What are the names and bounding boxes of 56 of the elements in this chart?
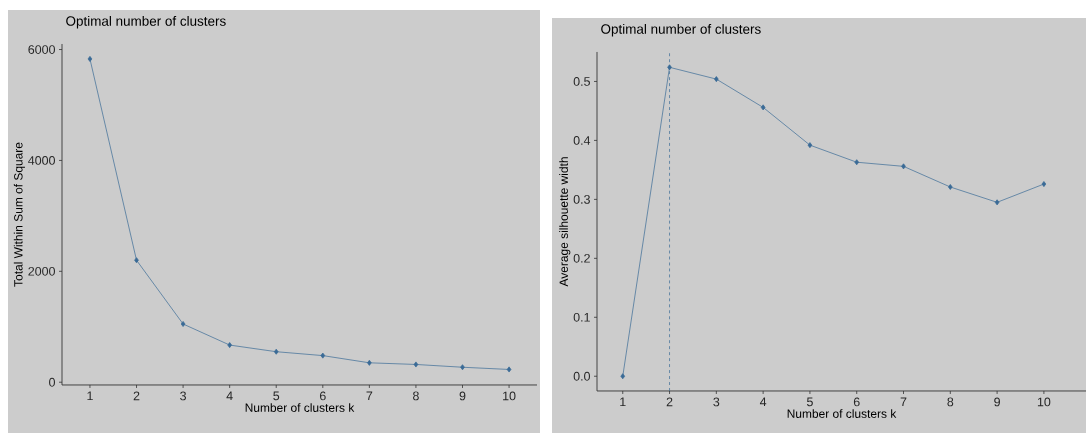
point: [667, 64, 672, 71]
x-tick-label: 10: [1037, 397, 1051, 407]
point: [273, 348, 279, 355]
point: [620, 373, 626, 380]
point: [413, 361, 419, 368]
point: [320, 352, 326, 359]
x-tick-label: 4: [226, 391, 233, 401]
point: [460, 364, 465, 371]
x-tick-label: 1: [87, 391, 93, 401]
x-tick-label: 5: [273, 391, 280, 401]
x-tick-label: 6: [319, 391, 326, 401]
x-tick-label: 2: [666, 397, 673, 407]
x-tick-label: 2: [133, 391, 140, 401]
point: [134, 257, 139, 264]
point: [87, 56, 93, 62]
x-tick-label: 5: [806, 397, 813, 407]
point: [948, 184, 953, 190]
x-tick-label: 3: [713, 397, 720, 407]
point: [807, 142, 813, 149]
x-tick-label: 7: [366, 391, 373, 401]
x-tick-label: 1: [620, 397, 626, 407]
x-tick-label: 8: [413, 391, 419, 401]
point: [714, 76, 719, 83]
y-axis-title: Total Within Sum of Square: [13, 142, 25, 287]
point: [1041, 181, 1047, 187]
y-tick-label: 0: [49, 377, 55, 387]
y-tick-label: 0.0: [573, 371, 590, 381]
y-tick-label: 0.1: [573, 312, 590, 322]
x-tick-label: 6: [853, 397, 860, 407]
point: [854, 159, 860, 166]
x-tick-label: 10: [503, 391, 516, 401]
x-tick-label: 9: [459, 391, 466, 401]
point: [901, 163, 906, 170]
y-tick-label: 0.2: [573, 253, 590, 263]
x-axis-title: Number of clusters k: [787, 409, 897, 418]
point: [367, 359, 372, 366]
x-tick-label: 9: [994, 397, 1000, 407]
y-tick-label: 6000: [28, 45, 55, 54]
chart-title: Optimal number of clusters: [601, 23, 761, 37]
y-axis-title: Average silhouette width: [559, 157, 571, 287]
point: [506, 366, 512, 373]
y-tick-label: 2000: [28, 266, 55, 276]
x-axis-title: Number of clusters k: [245, 403, 355, 412]
y-tick-label: 0.5: [573, 77, 590, 86]
point: [994, 199, 1000, 206]
x-tick-label: 7: [900, 397, 907, 407]
x-tick-label: 3: [180, 391, 186, 401]
x-tick-label: 8: [947, 397, 954, 407]
point: [180, 321, 186, 327]
point: [760, 104, 766, 111]
chart-title: Optimal number of clusters: [66, 15, 226, 29]
y-tick-label: 0.4: [573, 136, 591, 145]
y-tick-label: 0.3: [573, 194, 590, 204]
x-tick-label: 4: [759, 397, 767, 407]
y-tick-label: 4000: [28, 156, 55, 165]
point: [227, 342, 232, 348]
